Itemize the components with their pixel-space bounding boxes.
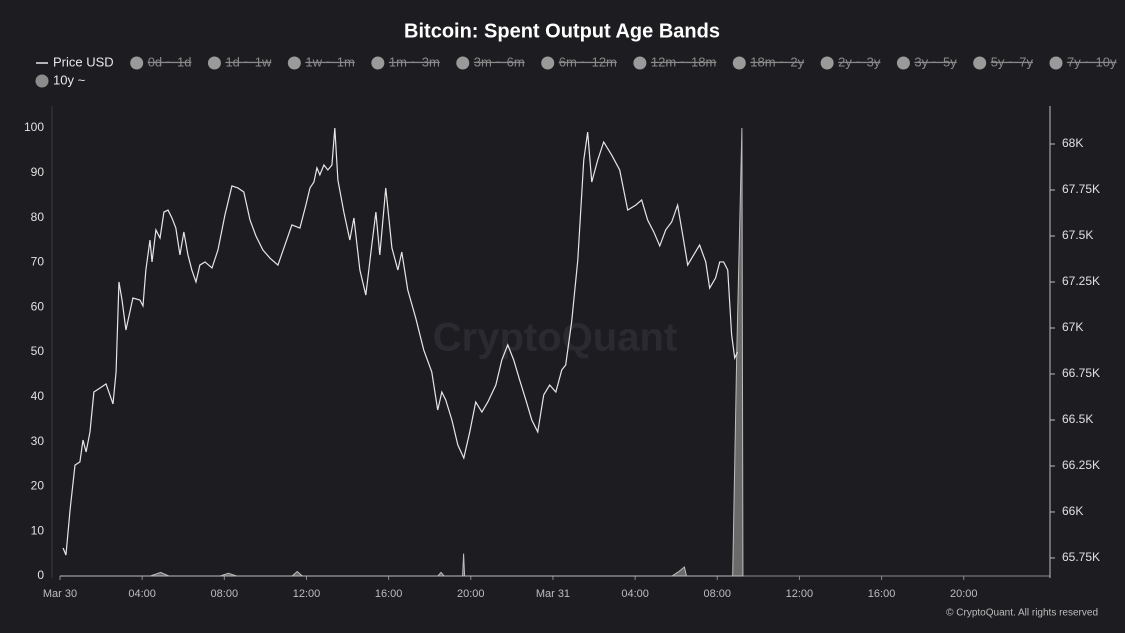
y2-tick-label: 66.25K [1062,458,1100,472]
y2-tick-label: 66.5K [1062,412,1093,426]
price-line [62,127,739,556]
y-tick-label: 60 [31,299,45,313]
x-tick-label: 20:00 [950,588,978,600]
legend-label: 6m ~ 12m [559,54,617,69]
chart-title: Bitcoin: Spent Output Age Bands [404,20,720,42]
area [60,127,744,577]
legend-swatch [1049,56,1063,70]
x-tick-label: Mar 30 [43,588,77,600]
x-tick-label: 12:00 [786,588,814,600]
legend-label: 5y ~ 7y [991,54,1034,69]
x-tick-label: 16:00 [868,588,896,600]
legend-label: 1d ~ 1w [225,54,272,69]
legend-label: 1m ~ 3m [389,54,440,69]
y2-tick-label: 65.75K [1062,550,1100,564]
x-tick-label: 04:00 [128,588,156,600]
watermark: CryptoQuant [433,316,677,360]
y-tick-label: 20 [31,479,45,493]
y-tick-label: 10 [31,523,45,537]
legend-swatch [207,56,221,70]
x-tick-label: 08:00 [211,588,239,600]
credit: © CryptoQuant. All rights reserved [946,608,1098,619]
legend-label: 3y ~ 5y [914,54,957,69]
legend-swatch [35,74,49,88]
y-tick-label: 50 [31,344,45,358]
legend-swatch [633,56,647,70]
legend-label: Price USD [53,54,114,69]
legend-label: 18m ~ 2y [750,54,804,69]
legend-label: 10y ~ [53,72,86,87]
y-tick-label: 30 [31,434,45,448]
legend-swatch [130,56,144,70]
x-tick-label: 16:00 [375,588,403,600]
legend-swatch [732,56,746,70]
legend-label: 2y ~ 3y [838,54,881,69]
y-tick-label: 0 [37,568,44,582]
legend-swatch [973,56,987,70]
y-tick-label: 80 [31,210,45,224]
legend-label: 12m ~ 18m [651,54,716,69]
y2-tick-label: 67.25K [1062,274,1100,288]
legend-label: 1w ~ 1m [305,54,355,69]
x-tick-label: Mar 31 [536,588,570,600]
legend-swatch [287,56,301,70]
y2-tick-label: 66K [1062,504,1083,518]
legend-swatch [820,56,834,70]
legend-swatch [456,56,470,70]
y-tick-label: 100 [24,120,44,134]
x-tick-label: 04:00 [621,588,649,600]
x-tick-label: 20:00 [457,588,485,600]
y2-tick-label: 66.75K [1062,366,1100,380]
legend-swatch [896,56,910,70]
y2-tick-label: 68K [1062,136,1083,150]
legend-swatch [371,56,385,70]
legend-label: 3m ~ 6m [474,54,525,69]
legend-label: 7y ~ 10y [1067,54,1117,69]
y2-tick-label: 67.5K [1062,228,1093,242]
y-tick-label: 70 [31,255,45,269]
y2-tick-label: 67.75K [1062,182,1100,196]
legend-label: 0d ~ 1d [148,54,192,69]
y-tick-label: 40 [31,389,45,403]
y-tick-label: 90 [31,165,45,179]
x-tick-label: 12:00 [293,588,321,600]
x-tick-label: 08:00 [703,588,731,600]
y2-tick-label: 67K [1062,320,1083,334]
legend-swatch [541,56,555,70]
